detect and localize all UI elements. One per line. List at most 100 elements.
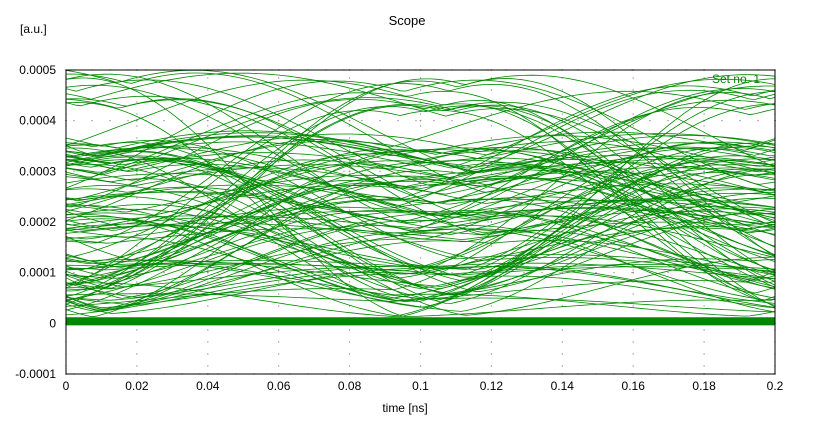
plot-border: [65, 69, 776, 375]
grid-dot: [541, 119, 543, 122]
grid-dot: [739, 271, 741, 274]
grid-dot: [199, 221, 201, 223]
grid-dot: [490, 245, 493, 247]
eye-trace: [66, 135, 775, 179]
eye-trace: [66, 77, 775, 318]
grid-dot: [632, 271, 635, 274]
grid-dot: [348, 149, 351, 151]
eye-trace: [66, 169, 775, 308]
x-tick-label: 0.14: [551, 379, 575, 393]
grid-dot: [348, 353, 351, 355]
grid-dot: [703, 365, 705, 367]
eye-traces: [66, 70, 775, 326]
grid-dot: [613, 221, 615, 223]
plot-frame: [65, 69, 776, 375]
grid-dot: [577, 119, 579, 122]
grid-dot: [207, 125, 209, 127]
grid-dot: [278, 281, 280, 283]
grid-dot: [181, 170, 183, 173]
x-axis-label: time [ns]: [382, 401, 427, 415]
grid-dot: [561, 209, 563, 211]
y-tick-label: 0.0003: [19, 164, 56, 178]
eye-trace: [66, 210, 775, 258]
grid-dot: [632, 125, 634, 127]
grid-dot: [253, 170, 255, 173]
grid-dot: [703, 281, 705, 283]
x-tick-label: 0.08: [338, 379, 362, 393]
grid-dot: [348, 245, 351, 247]
grid-dot: [348, 329, 351, 331]
grid-dot: [419, 341, 422, 343]
grid-dot: [207, 305, 209, 307]
grid-dot: [490, 293, 493, 295]
grid-dot: [667, 119, 669, 122]
eye-trace: [66, 169, 775, 305]
grid-dot: [163, 119, 165, 122]
y-tick-label: 0.0004: [19, 114, 56, 128]
grid-dot: [739, 119, 741, 122]
grid-dot: [278, 269, 280, 271]
grid-dot: [505, 170, 507, 173]
grid-dot: [207, 221, 209, 223]
grid-dot: [613, 271, 615, 274]
grid-dot: [613, 119, 615, 122]
grid-dot: [207, 341, 209, 343]
eye-trace: [66, 145, 775, 301]
grid-dot: [278, 161, 280, 163]
grid-dot: [73, 271, 75, 274]
grid-dot: [419, 353, 422, 355]
grid-dot: [207, 113, 209, 115]
grid-dot: [541, 221, 543, 223]
grid-dot: [487, 119, 489, 122]
grid-dot: [207, 269, 209, 271]
grid-dot: [703, 173, 705, 175]
eye-trace: [66, 141, 775, 240]
eye-trace: [66, 177, 775, 286]
grid-dot: [490, 113, 493, 115]
grid-dot: [703, 353, 705, 355]
grid-dot: [595, 271, 597, 274]
grid-dot: [136, 137, 138, 139]
grid-dot: [632, 353, 634, 355]
eye-trace: [66, 142, 775, 287]
grid-dot: [348, 281, 351, 283]
grid-dot: [631, 271, 633, 274]
x-tick-label: 0: [63, 379, 70, 393]
eye-trace: [66, 72, 775, 288]
grid-dot: [206, 119, 209, 122]
eye-trace: [66, 172, 775, 317]
eye-trace: [66, 188, 775, 305]
grid-dot: [136, 365, 138, 367]
grid-dot: [73, 170, 75, 173]
grid-dot: [348, 209, 351, 211]
grid-dot: [595, 119, 597, 122]
grid-dot: [451, 271, 453, 274]
eye-trace: [66, 98, 775, 235]
grid-dot: [278, 341, 280, 343]
grid-dot: [632, 365, 634, 367]
grid-dot: [561, 89, 563, 91]
grid-dot: [419, 125, 422, 127]
grid-dot: [379, 170, 381, 173]
grid-dot: [667, 271, 669, 274]
eye-trace: [66, 158, 775, 290]
grid-dot: [199, 170, 201, 173]
grid-dot: [487, 221, 489, 223]
eye-trace: [66, 155, 775, 303]
grid-dot: [419, 365, 422, 367]
eye-trace: [66, 142, 775, 304]
grid-dot: [397, 170, 399, 173]
grid-dot: [207, 365, 209, 367]
grid-dot: [649, 119, 651, 122]
eye-trace: [66, 177, 775, 310]
grid-dot: [181, 221, 183, 223]
grid-dot: [451, 170, 453, 173]
eye-trace: [66, 146, 775, 269]
grid-dot: [703, 341, 705, 343]
eye-trace: [66, 171, 775, 277]
grid-dot: [757, 271, 759, 274]
grid-dot: [343, 170, 345, 173]
grid-dot: [703, 137, 705, 139]
grid-dot: [469, 221, 471, 223]
grid-dot: [136, 101, 138, 103]
